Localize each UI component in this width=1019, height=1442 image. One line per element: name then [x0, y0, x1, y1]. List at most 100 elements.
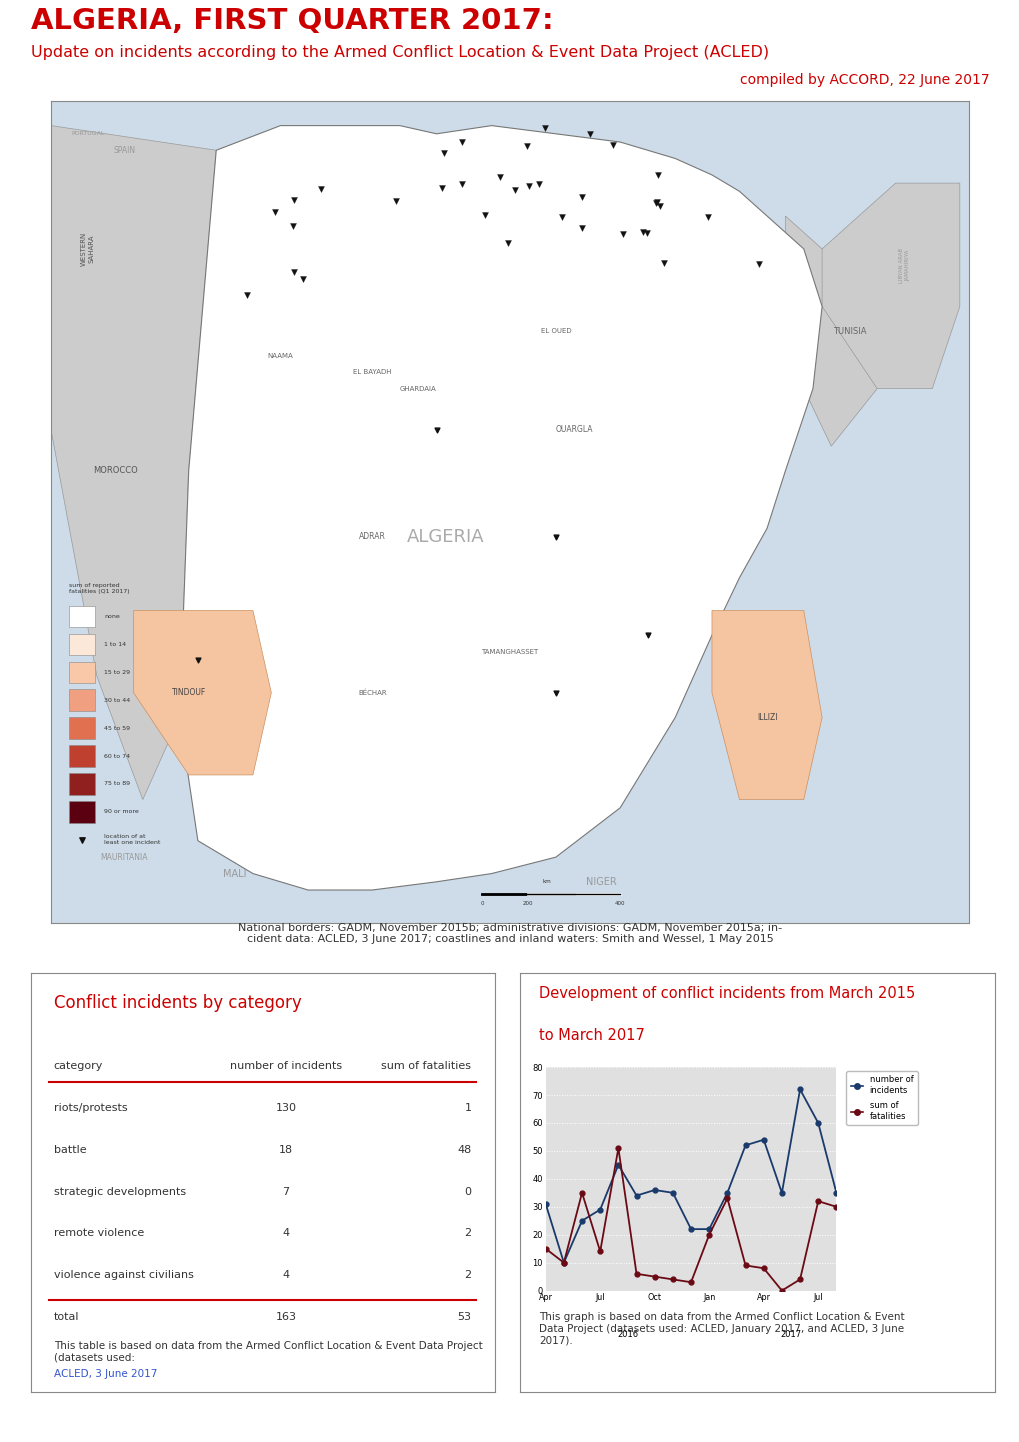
Point — [491, 166, 507, 189]
Point — [639, 222, 655, 245]
Text: NIGER: NIGER — [586, 877, 616, 887]
Text: km: km — [542, 880, 550, 884]
Text: riots/protests: riots/protests — [54, 1103, 127, 1113]
Point — [574, 185, 590, 208]
Text: ALGERIA, FIRST QUARTER 2017:: ALGERIA, FIRST QUARTER 2017: — [31, 7, 552, 35]
Bar — [69, 773, 95, 795]
Point — [581, 123, 597, 146]
Text: 400: 400 — [614, 901, 625, 906]
Text: ALGERIA: ALGERIA — [407, 528, 484, 545]
Point — [285, 261, 302, 284]
Point — [649, 164, 665, 187]
Bar — [69, 689, 95, 711]
Text: TINDOUF: TINDOUF — [171, 688, 206, 698]
Text: 163: 163 — [275, 1312, 297, 1322]
Text: 1 to 14: 1 to 14 — [104, 642, 126, 647]
Text: strategic developments: strategic developments — [54, 1187, 185, 1197]
Text: category: category — [54, 1061, 103, 1071]
Text: to March 2017: to March 2017 — [539, 1028, 644, 1043]
Text: ACLED, 3 June 2017: ACLED, 3 June 2017 — [54, 1368, 157, 1379]
Text: MAURITANIA: MAURITANIA — [101, 852, 148, 862]
Text: ILLIZI: ILLIZI — [756, 712, 776, 722]
Text: NAAMA: NAAMA — [267, 353, 293, 359]
Point — [74, 828, 91, 851]
Polygon shape — [711, 610, 821, 799]
Text: SPAIN: SPAIN — [113, 146, 136, 154]
Point — [428, 418, 444, 441]
Bar — [69, 802, 95, 822]
Text: number of incidents: number of incidents — [229, 1061, 341, 1071]
Text: National borders: GADM, November 2015b; administrative divisions: GADM, November: National borders: GADM, November 2015b; … — [237, 923, 782, 945]
Text: 48: 48 — [457, 1145, 471, 1155]
Text: 75 to 89: 75 to 89 — [104, 782, 130, 786]
Bar — [69, 606, 95, 627]
Polygon shape — [821, 183, 959, 389]
Text: 53: 53 — [458, 1312, 471, 1322]
Text: ADRAR: ADRAR — [359, 532, 385, 541]
Point — [634, 221, 650, 244]
Text: 200: 200 — [523, 901, 533, 906]
Text: PORTUGAL: PORTUGAL — [71, 131, 104, 137]
Legend: number of
incidents, sum of
fatalities: number of incidents, sum of fatalities — [846, 1071, 917, 1125]
Text: TUNISIA: TUNISIA — [833, 326, 865, 336]
Bar — [69, 662, 95, 684]
Point — [614, 222, 631, 245]
Point — [453, 131, 470, 154]
Point — [313, 177, 329, 200]
Text: 2: 2 — [464, 1270, 471, 1280]
Polygon shape — [785, 216, 913, 446]
Text: MOROCCO: MOROCCO — [93, 466, 138, 476]
Point — [519, 136, 535, 159]
Polygon shape — [51, 125, 216, 799]
Point — [521, 174, 537, 198]
Text: violence against civilians: violence against civilians — [54, 1270, 194, 1280]
Point — [436, 141, 452, 164]
Point — [477, 203, 493, 226]
Text: This table is based on data from the Armed Conflict Location & Event Data Projec: This table is based on data from the Arm… — [54, 1341, 482, 1363]
Text: WESTERN
SAHARA: WESTERN SAHARA — [82, 232, 94, 265]
Text: LIBYAN ARAB
JAMAHIRIYA: LIBYAN ARAB JAMAHIRIYA — [899, 248, 909, 283]
Text: 60 to 74: 60 to 74 — [104, 754, 130, 758]
Text: Conflict incidents by category: Conflict incidents by category — [54, 995, 302, 1012]
Point — [387, 189, 404, 212]
Point — [651, 195, 667, 218]
Text: 2016: 2016 — [616, 1330, 638, 1338]
Text: 0: 0 — [464, 1187, 471, 1197]
Point — [647, 192, 663, 215]
Text: MALI: MALI — [222, 868, 247, 878]
Text: sum of reported
fatalities (Q1 2017): sum of reported fatalities (Q1 2017) — [69, 584, 129, 594]
Text: 2: 2 — [464, 1229, 471, 1239]
Point — [574, 216, 590, 239]
Text: 4: 4 — [282, 1270, 289, 1280]
Bar — [69, 717, 95, 738]
Point — [531, 173, 547, 196]
Point — [639, 623, 655, 646]
Point — [751, 252, 767, 275]
Point — [547, 525, 564, 548]
Bar — [69, 746, 95, 767]
Text: 4: 4 — [282, 1229, 289, 1239]
Point — [699, 205, 715, 228]
Text: 130: 130 — [275, 1103, 297, 1113]
Point — [547, 681, 564, 704]
Text: battle: battle — [54, 1145, 87, 1155]
Text: 45 to 59: 45 to 59 — [104, 725, 130, 731]
Text: 30 to 44: 30 to 44 — [104, 698, 130, 702]
Point — [655, 251, 672, 274]
Point — [294, 268, 311, 291]
Text: EL OUED: EL OUED — [540, 329, 571, 335]
Point — [433, 176, 449, 199]
Point — [284, 215, 301, 238]
Text: sum of fatalities: sum of fatalities — [381, 1061, 471, 1071]
Text: compiled by ACCORD, 22 June 2017: compiled by ACCORD, 22 June 2017 — [739, 72, 988, 87]
Polygon shape — [179, 125, 821, 890]
Text: 1: 1 — [464, 1103, 471, 1113]
Text: GHARDAIA: GHARDAIA — [399, 385, 436, 392]
Text: location of at
least one incident: location of at least one incident — [104, 835, 160, 845]
Point — [604, 134, 621, 157]
Point — [537, 117, 553, 140]
Text: 90 or more: 90 or more — [104, 809, 139, 815]
Text: 15 to 29: 15 to 29 — [104, 669, 130, 675]
Text: 18: 18 — [278, 1145, 292, 1155]
Bar — [69, 633, 95, 655]
